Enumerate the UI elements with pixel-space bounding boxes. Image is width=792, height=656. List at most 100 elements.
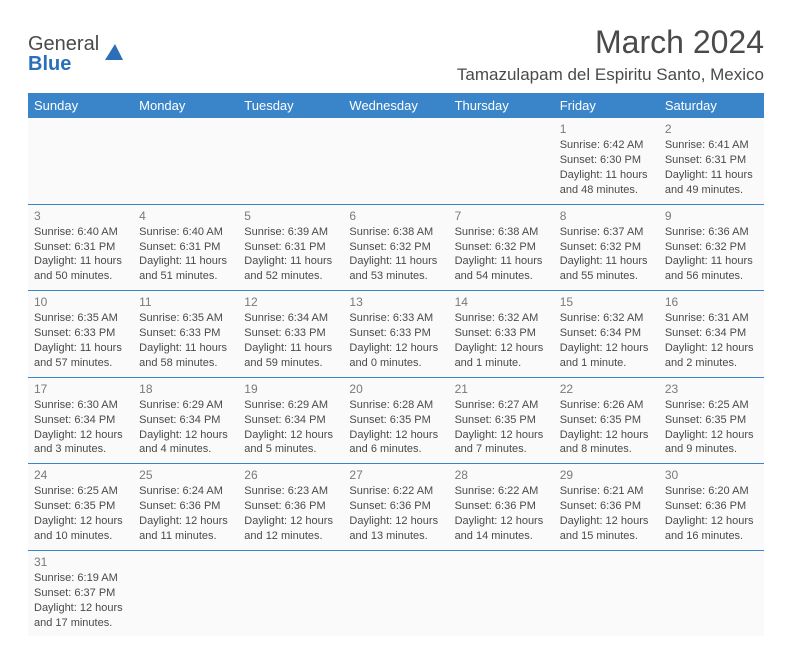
calendar-cell: 23Sunrise: 6:25 AMSunset: 6:35 PMDayligh… <box>659 377 764 464</box>
calendar-cell: 7Sunrise: 6:38 AMSunset: 6:32 PMDaylight… <box>449 204 554 291</box>
sunset-text: Sunset: 6:33 PM <box>139 326 232 341</box>
day-number: 14 <box>455 294 548 310</box>
sunrise-text: Sunrise: 6:35 AM <box>34 311 127 326</box>
day-number: 3 <box>34 208 127 224</box>
day-number: 25 <box>139 467 232 483</box>
calendar-cell <box>343 550 448 636</box>
sunrise-text: Sunrise: 6:34 AM <box>244 311 337 326</box>
day-number: 17 <box>34 381 127 397</box>
daylight-text: Daylight: 12 hours and 15 minutes. <box>560 514 653 544</box>
daylight-text: Daylight: 11 hours and 50 minutes. <box>34 254 127 284</box>
daylight-text: Daylight: 12 hours and 16 minutes. <box>665 514 758 544</box>
daylight-text: Daylight: 12 hours and 7 minutes. <box>455 428 548 458</box>
sunrise-text: Sunrise: 6:38 AM <box>455 225 548 240</box>
calendar-cell: 19Sunrise: 6:29 AMSunset: 6:34 PMDayligh… <box>238 377 343 464</box>
calendar-cell: 8Sunrise: 6:37 AMSunset: 6:32 PMDaylight… <box>554 204 659 291</box>
sunset-text: Sunset: 6:32 PM <box>665 240 758 255</box>
sail-icon <box>103 40 127 69</box>
sunset-text: Sunset: 6:33 PM <box>34 326 127 341</box>
sunrise-text: Sunrise: 6:37 AM <box>560 225 653 240</box>
day-number: 22 <box>560 381 653 397</box>
calendar-cell <box>659 550 764 636</box>
sunset-text: Sunset: 6:31 PM <box>139 240 232 255</box>
day-number: 4 <box>139 208 232 224</box>
daylight-text: Daylight: 12 hours and 14 minutes. <box>455 514 548 544</box>
calendar-cell <box>449 550 554 636</box>
calendar-cell <box>28 118 133 204</box>
calendar-cell: 12Sunrise: 6:34 AMSunset: 6:33 PMDayligh… <box>238 291 343 378</box>
day-number: 7 <box>455 208 548 224</box>
sunset-text: Sunset: 6:36 PM <box>560 499 653 514</box>
weekday-header: Saturday <box>659 93 764 118</box>
daylight-text: Daylight: 11 hours and 59 minutes. <box>244 341 337 371</box>
day-number: 15 <box>560 294 653 310</box>
sunrise-text: Sunrise: 6:24 AM <box>139 484 232 499</box>
calendar-cell: 11Sunrise: 6:35 AMSunset: 6:33 PMDayligh… <box>133 291 238 378</box>
sunrise-text: Sunrise: 6:38 AM <box>349 225 442 240</box>
calendar-row: 31Sunrise: 6:19 AMSunset: 6:37 PMDayligh… <box>28 550 764 636</box>
sunset-text: Sunset: 6:35 PM <box>560 413 653 428</box>
sunrise-text: Sunrise: 6:22 AM <box>455 484 548 499</box>
title-area: March 2024 Tamazulapam del Espiritu Sant… <box>457 24 764 85</box>
daylight-text: Daylight: 11 hours and 51 minutes. <box>139 254 232 284</box>
brand-name-part1: General <box>28 33 99 55</box>
calendar-cell: 27Sunrise: 6:22 AMSunset: 6:36 PMDayligh… <box>343 464 448 551</box>
daylight-text: Daylight: 12 hours and 4 minutes. <box>139 428 232 458</box>
sunset-text: Sunset: 6:30 PM <box>560 153 653 168</box>
sunset-text: Sunset: 6:35 PM <box>665 413 758 428</box>
sunset-text: Sunset: 6:35 PM <box>455 413 548 428</box>
daylight-text: Daylight: 11 hours and 57 minutes. <box>34 341 127 371</box>
sunset-text: Sunset: 6:32 PM <box>349 240 442 255</box>
weekday-header-row: Sunday Monday Tuesday Wednesday Thursday… <box>28 93 764 118</box>
sunrise-text: Sunrise: 6:25 AM <box>665 398 758 413</box>
calendar-cell: 20Sunrise: 6:28 AMSunset: 6:35 PMDayligh… <box>343 377 448 464</box>
calendar-cell: 16Sunrise: 6:31 AMSunset: 6:34 PMDayligh… <box>659 291 764 378</box>
calendar-cell: 24Sunrise: 6:25 AMSunset: 6:35 PMDayligh… <box>28 464 133 551</box>
day-number: 1 <box>560 121 653 137</box>
sunset-text: Sunset: 6:34 PM <box>665 326 758 341</box>
sunset-text: Sunset: 6:36 PM <box>455 499 548 514</box>
sunset-text: Sunset: 6:34 PM <box>34 413 127 428</box>
daylight-text: Daylight: 11 hours and 55 minutes. <box>560 254 653 284</box>
day-number: 11 <box>139 294 232 310</box>
sunrise-text: Sunrise: 6:41 AM <box>665 138 758 153</box>
sunset-text: Sunset: 6:33 PM <box>455 326 548 341</box>
sunset-text: Sunset: 6:36 PM <box>139 499 232 514</box>
calendar-cell: 10Sunrise: 6:35 AMSunset: 6:33 PMDayligh… <box>28 291 133 378</box>
sunset-text: Sunset: 6:34 PM <box>560 326 653 341</box>
calendar-cell <box>133 118 238 204</box>
calendar-cell: 17Sunrise: 6:30 AMSunset: 6:34 PMDayligh… <box>28 377 133 464</box>
sunset-text: Sunset: 6:31 PM <box>244 240 337 255</box>
sunset-text: Sunset: 6:36 PM <box>244 499 337 514</box>
calendar-cell: 1Sunrise: 6:42 AMSunset: 6:30 PMDaylight… <box>554 118 659 204</box>
day-number: 5 <box>244 208 337 224</box>
calendar-cell: 9Sunrise: 6:36 AMSunset: 6:32 PMDaylight… <box>659 204 764 291</box>
day-number: 13 <box>349 294 442 310</box>
sunset-text: Sunset: 6:32 PM <box>455 240 548 255</box>
daylight-text: Daylight: 12 hours and 11 minutes. <box>139 514 232 544</box>
sunset-text: Sunset: 6:34 PM <box>244 413 337 428</box>
day-number: 21 <box>455 381 548 397</box>
day-number: 12 <box>244 294 337 310</box>
day-number: 19 <box>244 381 337 397</box>
sunrise-text: Sunrise: 6:39 AM <box>244 225 337 240</box>
daylight-text: Daylight: 12 hours and 0 minutes. <box>349 341 442 371</box>
daylight-text: Daylight: 12 hours and 8 minutes. <box>560 428 653 458</box>
day-number: 27 <box>349 467 442 483</box>
daylight-text: Daylight: 12 hours and 12 minutes. <box>244 514 337 544</box>
calendar-cell: 6Sunrise: 6:38 AMSunset: 6:32 PMDaylight… <box>343 204 448 291</box>
header: General Blue March 2024 Tamazulapam del … <box>28 24 764 85</box>
day-number: 26 <box>244 467 337 483</box>
calendar-cell: 18Sunrise: 6:29 AMSunset: 6:34 PMDayligh… <box>133 377 238 464</box>
day-number: 16 <box>665 294 758 310</box>
day-number: 31 <box>34 554 127 570</box>
location: Tamazulapam del Espiritu Santo, Mexico <box>457 65 764 85</box>
brand-name-part2: Blue <box>28 53 71 75</box>
sunset-text: Sunset: 6:36 PM <box>349 499 442 514</box>
calendar-cell: 13Sunrise: 6:33 AMSunset: 6:33 PMDayligh… <box>343 291 448 378</box>
sunrise-text: Sunrise: 6:29 AM <box>244 398 337 413</box>
sunrise-text: Sunrise: 6:28 AM <box>349 398 442 413</box>
sunset-text: Sunset: 6:31 PM <box>665 153 758 168</box>
sunrise-text: Sunrise: 6:31 AM <box>665 311 758 326</box>
day-number: 2 <box>665 121 758 137</box>
